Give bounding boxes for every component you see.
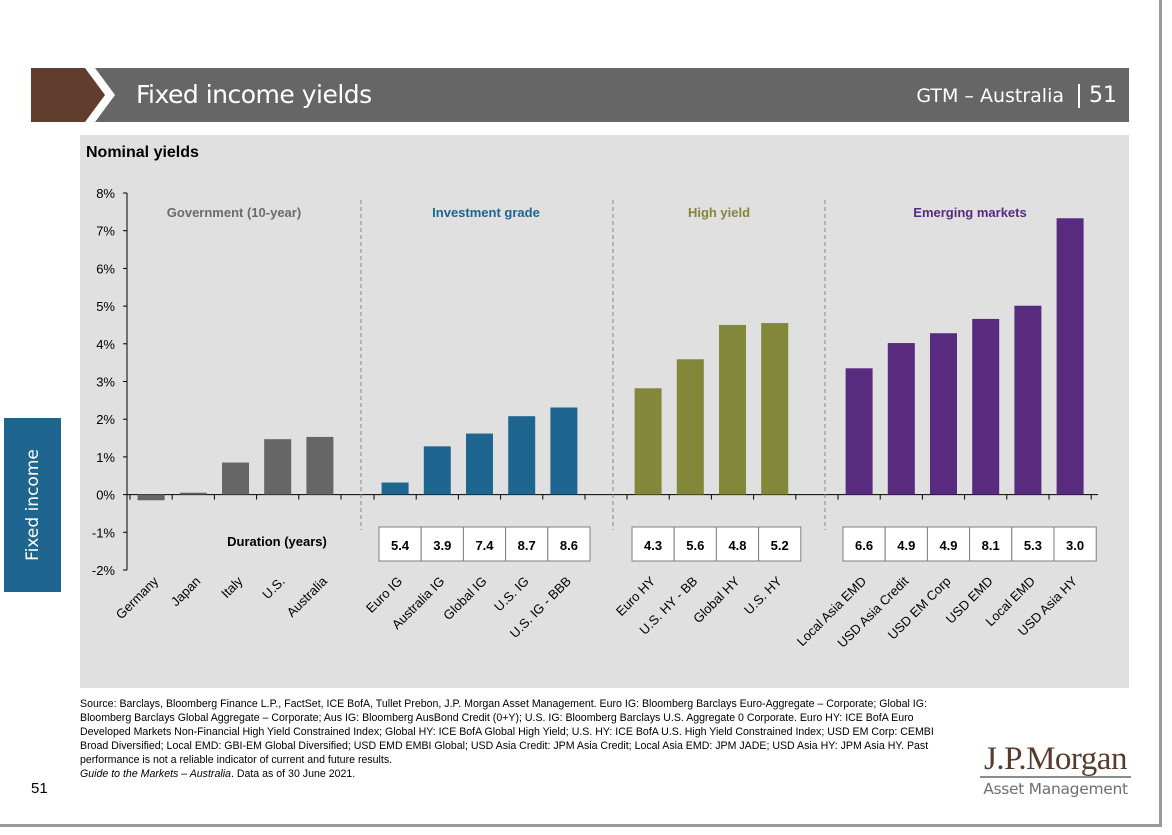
duration-value: 7.4: [475, 538, 494, 553]
duration-value: 4.3: [644, 538, 662, 553]
bar: [1014, 305, 1042, 495]
x-category-label: Germany: [113, 573, 162, 622]
duration-value: 4.9: [939, 538, 957, 553]
bar: [306, 436, 334, 495]
x-category-label: Italy: [218, 573, 246, 601]
header-subtitle: GTM – Australia: [916, 84, 1064, 107]
bar: [423, 446, 451, 495]
duration-cell: [884, 526, 928, 562]
group-label: High yield: [688, 205, 750, 220]
x-category-label: U.S. IG: [491, 574, 532, 615]
duration-cell: [673, 526, 717, 562]
y-tick-label: 0%: [96, 488, 115, 503]
x-category-label: U.S. HY: [741, 573, 785, 617]
x-category-label: Local Asia EMD: [794, 574, 869, 649]
bar: [676, 359, 704, 495]
footer-page-number: 51: [31, 780, 48, 797]
y-tick-label: 6%: [96, 261, 115, 276]
header-gray-bar: [95, 68, 1129, 122]
duration-cell: [547, 526, 591, 562]
slide-header: Fixed income yields GTM – Australia 51: [31, 68, 1129, 122]
y-tick-label: -2%: [92, 563, 116, 578]
duration-value: 5.2: [771, 538, 789, 553]
y-tick-label: 5%: [96, 299, 115, 314]
y-tick-label: 3%: [96, 375, 115, 390]
duration-cell: [420, 526, 464, 562]
y-tick-label: 1%: [96, 450, 115, 465]
duration-value: 8.6: [560, 538, 578, 553]
header-right: GTM – Australia 51: [916, 83, 1117, 108]
bar: [887, 343, 915, 495]
data-as-of: . Data as of 30 June 2021.: [230, 768, 356, 780]
source-text: Source: Barclays, Bloomberg Finance L.P.…: [80, 698, 934, 766]
duration-cell: [842, 526, 886, 562]
logo-rule: [980, 776, 1131, 778]
bar: [930, 333, 957, 495]
x-category-label: Global HY: [690, 573, 743, 626]
bar: [972, 318, 1000, 495]
logo-wordmark: J.P.Morgan: [984, 741, 1127, 777]
duration-cell: [631, 526, 675, 562]
source-footnote: Source: Barclays, Bloomberg Finance L.P.…: [80, 697, 960, 781]
duration-value: 6.6: [855, 538, 873, 553]
logo-subline: Asset Management: [983, 780, 1128, 798]
duration-label: Duration (years): [227, 534, 327, 549]
group-label: Emerging markets: [913, 205, 1026, 220]
bar: [845, 368, 873, 495]
y-tick-label: 4%: [96, 337, 115, 352]
y-tick-label: 8%: [96, 186, 115, 201]
duration-value: 5.4: [391, 538, 410, 553]
duration-value: 4.8: [728, 538, 746, 553]
guide-title: Guide to the Markets – Australia: [80, 768, 231, 780]
bar: [137, 494, 165, 501]
jpmorgan-logo: J.P.Morgan Asset Management: [978, 742, 1133, 798]
y-tick-label: 2%: [96, 412, 115, 427]
bar: [508, 416, 536, 495]
bar: [466, 433, 493, 495]
section-tab-fixed-income[interactable]: Fixed income: [4, 418, 61, 592]
x-category-label: Australia: [284, 573, 331, 620]
duration-cell: [462, 526, 507, 562]
bar: [761, 323, 789, 495]
bar: [634, 388, 662, 495]
bar: [222, 462, 249, 495]
duration-value: 8.1: [982, 538, 1000, 553]
x-category-label: Euro IG: [363, 574, 405, 616]
bar: [264, 439, 292, 495]
section-tab-label: Fixed income: [22, 449, 43, 561]
duration-cell: [1053, 526, 1097, 562]
x-category-label: Global IG: [440, 574, 489, 623]
header-page-number: 51: [1089, 83, 1117, 108]
duration-cell: [715, 526, 760, 562]
duration-value: 5.3: [1024, 538, 1042, 553]
duration-value: 3.0: [1066, 538, 1084, 553]
duration-value: 5.6: [686, 538, 704, 553]
bar: [550, 407, 578, 495]
bar: [381, 482, 409, 495]
y-tick-label: -1%: [92, 525, 116, 540]
bar: [179, 492, 207, 495]
bar: [719, 324, 746, 495]
y-tick-label: 7%: [96, 224, 115, 239]
duration-cell: [758, 526, 802, 562]
chart-title: Nominal yields: [86, 144, 199, 161]
group-label: Investment grade: [432, 205, 540, 220]
x-category-label: U.S.: [259, 574, 287, 602]
duration-value: 4.9: [897, 538, 915, 553]
duration-value: 3.9: [433, 538, 451, 553]
duration-cell: [378, 526, 422, 562]
header-separator: [1078, 83, 1080, 108]
duration-value: 8.7: [518, 538, 536, 553]
duration-cell: [969, 526, 1013, 562]
slide-title: Fixed income yields: [136, 80, 372, 109]
bar: [1056, 218, 1084, 495]
duration-cell: [505, 526, 549, 562]
group-label: Government (10-year): [167, 205, 301, 220]
x-category-label: Japan: [168, 574, 204, 610]
